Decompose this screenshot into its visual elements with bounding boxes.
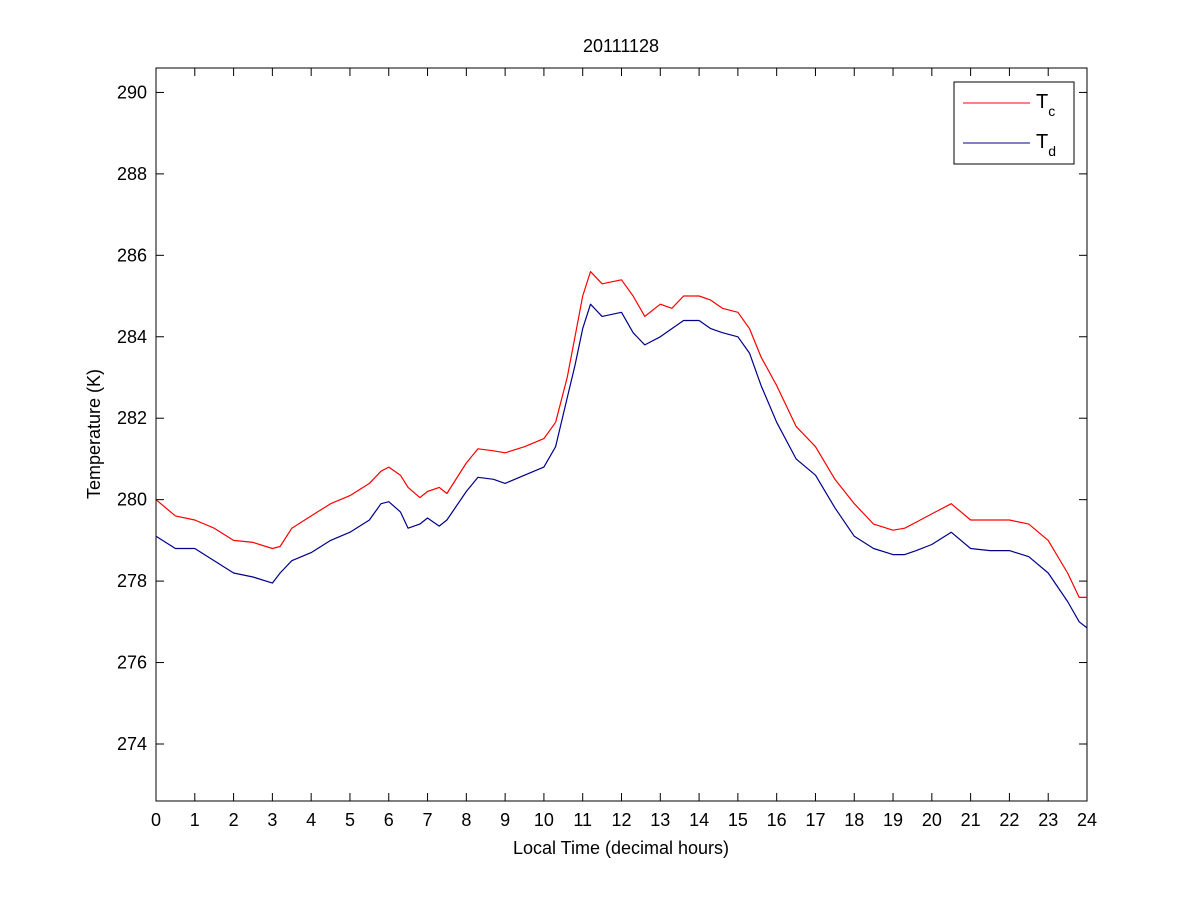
- y-tick-label: 274: [117, 734, 147, 754]
- x-tick-label: 20: [922, 810, 942, 830]
- x-tick-label: 17: [805, 810, 825, 830]
- x-tick-label: 21: [961, 810, 981, 830]
- y-tick-label: 282: [117, 408, 147, 428]
- x-tick-label: 22: [999, 810, 1019, 830]
- x-tick-label: 10: [534, 810, 554, 830]
- x-axis-title: Local Time (decimal hours): [513, 838, 729, 858]
- x-tick-label: 1: [190, 810, 200, 830]
- legend-label-tc: Tc: [1036, 91, 1055, 119]
- x-tick-label: 2: [229, 810, 239, 830]
- x-tick-label: 5: [345, 810, 355, 830]
- x-tick-label: 4: [306, 810, 316, 830]
- y-tick-label: 276: [117, 653, 147, 673]
- x-tick-label: 15: [728, 810, 748, 830]
- series-line-tc: [155, 271, 1087, 599]
- y-tick-label: 288: [117, 164, 147, 184]
- x-tick-label: 9: [500, 810, 510, 830]
- tick-layer: 0 1 2 3 4 5 6 7 8 9 10 11 12 13 14 15 16 17 18 19 20 21 22 23 24…: [117, 68, 1097, 830]
- series-line-td: [155, 303, 1088, 629]
- x-tick-label: 13: [650, 810, 670, 830]
- y-tick-label: 280: [117, 490, 147, 510]
- series-layer: [155, 271, 1088, 629]
- axes-box: [155, 67, 1088, 802]
- x-tick-label: 23: [1038, 810, 1058, 830]
- plot-area: 0 1 2 3 4 5 6 7 8 9 10 11 12 13 14 15 16 17 18 19 20 21 22 23 24…: [117, 67, 1097, 830]
- legend-label-tc-main: T: [1036, 91, 1048, 113]
- x-tick-label: 14: [689, 810, 709, 830]
- x-tick-label: 24: [1077, 810, 1097, 830]
- chart-title: 20111128: [583, 36, 659, 56]
- y-tick-label: 290: [117, 82, 147, 102]
- x-tick-label: 7: [423, 810, 433, 830]
- x-tick-label: 8: [461, 810, 471, 830]
- y-tick-label: 278: [117, 571, 147, 591]
- y-tick-label: 286: [117, 245, 147, 265]
- x-tick-label: 3: [267, 810, 277, 830]
- x-tick-label: 0: [151, 810, 161, 830]
- y-tick-label: 284: [117, 327, 147, 347]
- legend-label-td-main: T: [1036, 131, 1048, 153]
- x-tick-label: 19: [883, 810, 903, 830]
- x-tick-label: 12: [611, 810, 631, 830]
- x-tick-label: 18: [844, 810, 864, 830]
- legend-label-td: Td: [1036, 131, 1056, 159]
- x-tick-label: 11: [573, 810, 592, 830]
- legend-label-td-sub: d: [1048, 143, 1056, 159]
- x-tick-label: 16: [767, 810, 787, 830]
- legend-box: [953, 81, 1075, 165]
- x-tick-label: 6: [384, 810, 394, 830]
- legend-label-tc-sub: c: [1048, 103, 1055, 119]
- y-axis-title: Temperature (K): [84, 369, 104, 499]
- legend: Tc Td: [953, 81, 1075, 165]
